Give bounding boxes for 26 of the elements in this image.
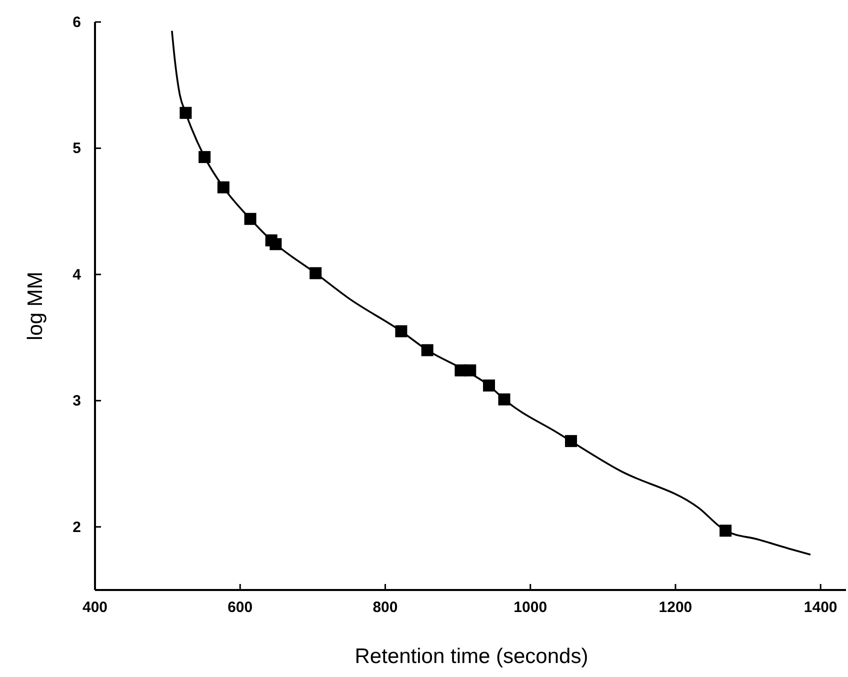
y-tick-label: 6 bbox=[72, 14, 81, 31]
y-tick-label: 5 bbox=[72, 140, 81, 158]
x-axis-title: Retention time (seconds) bbox=[354, 645, 588, 668]
point bbox=[395, 325, 408, 338]
y-tick-label: 2 bbox=[72, 518, 81, 536]
point bbox=[310, 267, 322, 280]
x-tick-label: 1400 bbox=[804, 599, 838, 616]
y-tick-label: 3 bbox=[72, 392, 81, 410]
x-tick-label: 800 bbox=[372, 599, 398, 616]
x-tick-label: 600 bbox=[228, 599, 253, 616]
y-tick-label: 4 bbox=[72, 266, 82, 284]
point bbox=[244, 212, 256, 225]
line-series bbox=[171, 30, 812, 556]
point bbox=[421, 344, 434, 356]
point bbox=[198, 151, 211, 164]
point bbox=[180, 106, 192, 119]
x-tick-label: 1000 bbox=[514, 599, 548, 616]
x-tick-label: 1200 bbox=[658, 599, 692, 616]
point bbox=[564, 435, 577, 448]
point bbox=[498, 393, 510, 406]
y-axis-title: log MM bbox=[24, 272, 47, 340]
point bbox=[464, 364, 476, 376]
point bbox=[217, 181, 230, 194]
point bbox=[720, 524, 732, 537]
x-tick-label: 400 bbox=[82, 599, 108, 616]
point bbox=[483, 380, 496, 392]
